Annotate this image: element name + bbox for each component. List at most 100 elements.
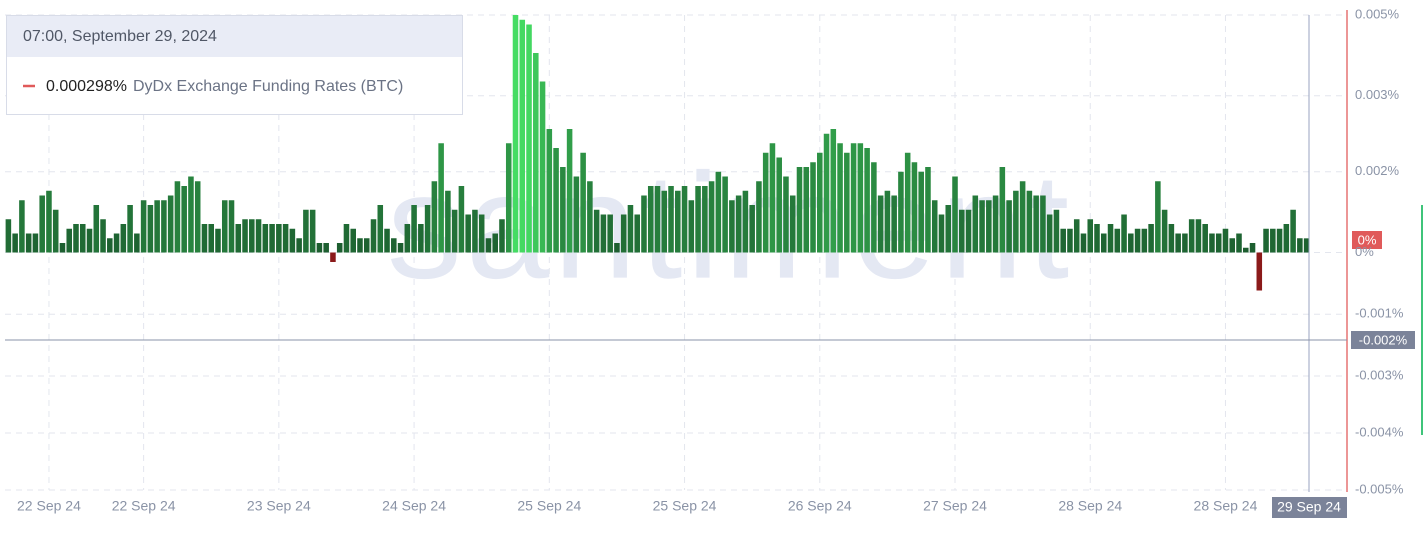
bar (925, 167, 931, 253)
bar (803, 167, 810, 253)
bar (424, 205, 431, 253)
bar (316, 243, 323, 253)
bar (823, 133, 830, 253)
bar (742, 190, 749, 253)
bar (1013, 190, 1019, 253)
bar (702, 186, 708, 253)
bar (992, 195, 999, 253)
bar (1303, 238, 1310, 253)
bar (756, 181, 762, 253)
bar (12, 233, 18, 253)
bar (546, 129, 553, 253)
tooltip-entry: 0.000298% DyDx Exchange Funding Rates (BT… (46, 78, 403, 95)
bar (485, 238, 492, 253)
bar (837, 143, 843, 253)
bar (796, 167, 803, 253)
bar (411, 205, 417, 253)
bar (1195, 219, 1202, 253)
bar (1073, 219, 1080, 253)
crosshair-y-label: -0.002% (1359, 332, 1408, 347)
bar (208, 224, 215, 253)
bar (276, 224, 282, 253)
bar (864, 148, 870, 253)
bar (587, 181, 593, 253)
bar (384, 228, 390, 253)
bar (1107, 224, 1114, 253)
bar (32, 233, 39, 253)
bar (512, 15, 519, 253)
bar (647, 186, 654, 253)
bar (1209, 233, 1215, 253)
bar (188, 176, 194, 253)
bar (458, 186, 465, 253)
y-tick-label: -0.005% (1355, 481, 1404, 496)
crosshair-y-badge (1351, 331, 1415, 349)
bar (492, 233, 498, 253)
bar (472, 209, 478, 253)
bar (107, 238, 113, 253)
bar (1134, 228, 1141, 253)
bar (735, 195, 742, 253)
bar (1229, 238, 1236, 253)
bar (451, 209, 458, 253)
bar (722, 176, 728, 253)
x-tick-label: 28 Sep 24 (1194, 498, 1258, 514)
bar (1290, 209, 1296, 253)
bar (762, 152, 769, 253)
bar (641, 195, 647, 253)
bar (1067, 228, 1073, 253)
bar (715, 171, 722, 253)
bar (695, 186, 701, 253)
bar (553, 148, 559, 253)
bar (789, 195, 796, 253)
bar (1094, 224, 1100, 253)
bar (708, 181, 715, 253)
bar (235, 224, 242, 253)
bar (519, 19, 526, 253)
x-tick-label: 28 Sep 24 (1058, 498, 1122, 514)
bar (654, 186, 661, 253)
crosshair-x-label: 29 Sep 24 (1277, 499, 1341, 515)
tooltip-header (7, 16, 462, 57)
bar (681, 186, 688, 253)
bar (1026, 190, 1033, 253)
bar (445, 190, 451, 253)
bar (904, 152, 911, 253)
bar (1283, 224, 1290, 253)
bar (431, 181, 438, 253)
bar (303, 209, 309, 253)
bar (526, 24, 532, 253)
bar (675, 190, 681, 253)
bar (1168, 224, 1175, 253)
bar (850, 143, 857, 253)
bar (39, 195, 45, 253)
bar (871, 162, 877, 253)
bar (465, 214, 471, 253)
bar (323, 243, 329, 253)
bar (1121, 214, 1127, 253)
bar (1182, 233, 1188, 253)
bar (330, 252, 336, 262)
bar (255, 219, 262, 253)
bar (938, 214, 945, 253)
y-tick-label: -0.004% (1355, 424, 1404, 439)
bar (269, 224, 275, 253)
bar (965, 209, 972, 253)
bar (377, 205, 384, 253)
bar (52, 209, 59, 253)
bar (201, 224, 208, 253)
bar (810, 162, 816, 253)
bar (877, 195, 884, 253)
bar (120, 224, 127, 253)
bar (282, 224, 289, 253)
bar (1087, 219, 1094, 253)
bar (1053, 209, 1060, 253)
bar (113, 233, 120, 253)
bar (1033, 195, 1039, 253)
bar (1270, 228, 1276, 253)
bar (134, 233, 140, 253)
bar (100, 219, 106, 253)
y-tick-label: 0.003% (1355, 87, 1400, 102)
bar (972, 195, 979, 253)
tooltip-value: 0.000298% (46, 78, 127, 95)
